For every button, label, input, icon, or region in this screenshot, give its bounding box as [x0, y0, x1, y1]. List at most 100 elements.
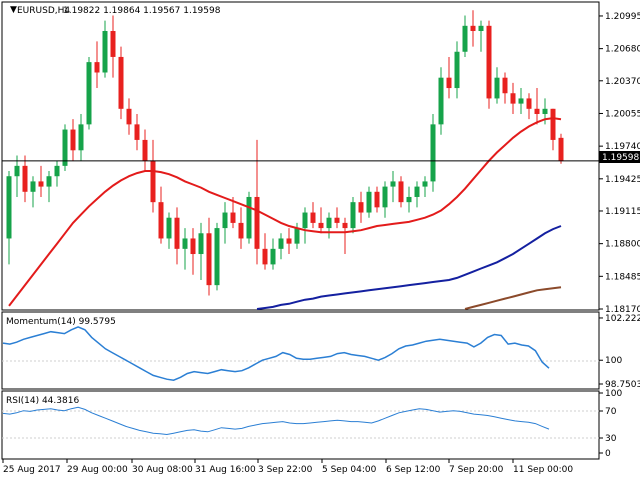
candle-body [286, 238, 292, 244]
ma-mid-layer [256, 225, 562, 310]
candle-body [558, 137, 564, 161]
candle-body [230, 212, 236, 223]
candle-body [238, 222, 244, 239]
momentum-title: Momentum(14) 99.5795 [6, 317, 116, 327]
candle-body [30, 181, 36, 192]
candle-body [414, 186, 420, 197]
y-tick-label: 1.19425 [605, 175, 640, 185]
rsi-panel-frame [1, 390, 600, 460]
x-axis: 25 Aug 2017 29 Aug 00:00 30 Aug 08:00 31 Au… [2, 459, 573, 475]
y-tick-label: 1.20370 [605, 77, 640, 87]
rsi-tick-label: 100 [605, 389, 622, 399]
candle-body [334, 217, 340, 223]
candle-body [350, 202, 356, 229]
rsi-line [2, 406, 550, 436]
y-tick-label: 1.20680 [605, 45, 640, 55]
candle-body [182, 238, 188, 249]
candle-body [38, 181, 44, 187]
candle-body [526, 98, 532, 109]
candle-body [318, 222, 324, 229]
y-tick-label: 1.19115 [605, 207, 640, 217]
candle-body [398, 181, 404, 203]
candle-body [326, 217, 332, 229]
chart-symbol: EURUSD,H4 [17, 6, 70, 16]
candle-body [478, 25, 484, 32]
y-tick-label: 1.19740 [605, 142, 640, 152]
ma-slow-layer [464, 286, 562, 310]
candle-body [310, 212, 316, 223]
current-price-box [599, 151, 640, 163]
candle-body [502, 77, 508, 94]
rsi-tick-label: 30 [605, 434, 617, 444]
candle-body [294, 228, 300, 244]
candle-body [126, 108, 132, 125]
ma-slow-line [464, 286, 562, 310]
candle-body [14, 165, 20, 177]
candle-body [110, 31, 116, 57]
main-y-axis: 1.20995 1.20680 1.20370 1.20055 1.19740 1.194… [599, 12, 640, 315]
x-tick-label: 11 Sep 00:00 [513, 465, 573, 475]
rsi-layer [2, 406, 550, 436]
candle-body [198, 233, 204, 255]
ma-fast-layer [8, 117, 562, 307]
candle-body [518, 98, 524, 104]
candle-body [302, 212, 308, 229]
momentum-panel-frame [1, 311, 600, 390]
candle-body [430, 124, 436, 182]
candle-body [54, 165, 60, 177]
candle-body [62, 129, 68, 166]
candle-body [86, 62, 92, 125]
momentum-tick-label: 98.7503 [605, 380, 640, 390]
candle-body [158, 202, 164, 239]
candle-body [254, 196, 260, 249]
candle-body [6, 176, 12, 239]
candle-body [390, 181, 396, 187]
y-tick-label: 1.18170 [605, 305, 640, 315]
rsi-y-axis: 100 70 30 0 [599, 389, 622, 459]
candle-body [214, 228, 220, 286]
candle-body [78, 124, 84, 151]
candle-body [422, 181, 428, 187]
candle-body [246, 196, 252, 239]
y-tick-label: 1.18800 [605, 240, 640, 250]
momentum-tick-label: 100 [605, 356, 622, 366]
candle-body [550, 108, 556, 140]
momentum-layer [2, 326, 550, 381]
x-tick-label: 29 Aug 00:00 [67, 465, 128, 475]
candle-body [534, 108, 540, 114]
candle-body [374, 191, 380, 208]
x-tick-label: 25 Aug 2017 [3, 465, 61, 475]
candle-body [174, 217, 180, 249]
x-tick-label: 31 Aug 16:00 [195, 465, 256, 475]
candle-body [462, 25, 468, 52]
current-price-label: 1.19598 [602, 153, 639, 163]
candle-body [470, 25, 476, 32]
candle-body [46, 176, 52, 187]
candle-body [94, 62, 100, 73]
ma-mid-line [256, 225, 562, 310]
rsi-tick-label: 70 [605, 407, 617, 417]
y-tick-label: 1.18485 [605, 272, 640, 282]
candle-body [270, 248, 276, 265]
chart-ohlc: 1.19822 1.19864 1.19567 1.19598 [63, 6, 221, 16]
candle-body [454, 51, 460, 89]
candle-body [438, 77, 444, 125]
candle-body [510, 93, 516, 104]
candle-body [166, 217, 172, 239]
candle-body [494, 77, 500, 99]
candle-body [206, 233, 212, 286]
candle-body [262, 248, 268, 265]
candle-body [542, 108, 548, 114]
candle-body [190, 238, 196, 255]
candle-body [222, 212, 228, 229]
candle-body [278, 238, 284, 249]
candle-body [406, 196, 412, 203]
x-tick-label: 6 Sep 12:00 [386, 465, 441, 475]
candle-body [366, 191, 372, 213]
candle-body [102, 31, 108, 73]
x-tick-label: 5 Sep 04:00 [322, 465, 377, 475]
triangle-down-icon: ▼ [10, 5, 17, 15]
